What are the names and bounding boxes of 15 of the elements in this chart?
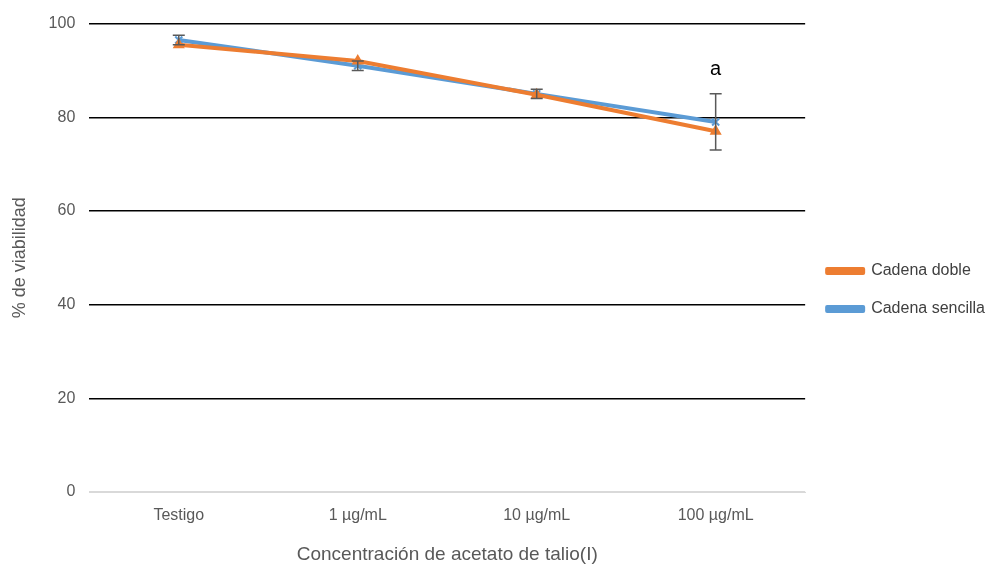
y-tick-label: 100 — [48, 14, 76, 32]
x-tick-label: 10 µg/mL — [503, 506, 571, 524]
y-tick-label: 40 — [57, 295, 76, 313]
x-tick-label: 1 µg/mL — [328, 506, 387, 524]
annotation: a — [710, 57, 723, 80]
x-tick-label: 100 µg/mL — [677, 506, 754, 524]
y-tick-label: 20 — [57, 388, 76, 406]
y-tick-label: 80 — [57, 107, 76, 125]
x-tick-label: Testigo — [153, 506, 205, 524]
legend-label: Cadena sencilla — [871, 299, 986, 317]
y-axis-title: % de viabilidad — [8, 197, 29, 319]
x-axis-title: Concentración de acetato de talio(I) — [296, 542, 598, 564]
legend-label: Cadena doble — [871, 261, 971, 279]
y-tick-label: 60 — [57, 201, 76, 219]
y-tick-label: 0 — [66, 482, 76, 500]
